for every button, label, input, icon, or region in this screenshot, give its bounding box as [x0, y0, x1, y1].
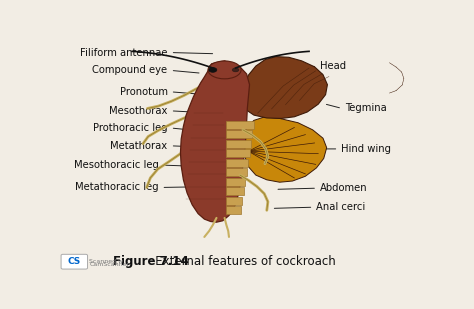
Polygon shape — [243, 117, 327, 182]
Text: Prothoracic leg: Prothoracic leg — [93, 123, 168, 133]
Polygon shape — [181, 61, 249, 222]
Text: Pronotum: Pronotum — [119, 87, 168, 97]
Text: Mesothorax: Mesothorax — [109, 106, 168, 116]
Text: Filiform antennae: Filiform antennae — [80, 48, 168, 57]
Text: Scanned w: Scanned w — [90, 259, 124, 264]
Text: Head: Head — [320, 61, 346, 71]
Polygon shape — [227, 197, 242, 205]
Polygon shape — [227, 140, 251, 148]
Polygon shape — [227, 121, 254, 129]
Polygon shape — [227, 168, 246, 176]
Text: Metathorax: Metathorax — [110, 141, 168, 151]
Polygon shape — [227, 159, 248, 167]
Polygon shape — [227, 130, 253, 138]
Text: CS: CS — [68, 257, 81, 266]
Ellipse shape — [209, 68, 217, 72]
Text: Anal cerci: Anal cerci — [316, 202, 365, 212]
Text: Abdomen: Abdomen — [320, 183, 368, 193]
Polygon shape — [227, 206, 241, 214]
Text: External features of cockroach: External features of cockroach — [144, 256, 336, 269]
Polygon shape — [227, 149, 249, 157]
Text: Figure 7.14: Figure 7.14 — [112, 256, 188, 269]
Text: Tegmina: Tegmina — [345, 104, 387, 113]
Polygon shape — [227, 188, 244, 195]
FancyBboxPatch shape — [61, 254, 88, 269]
Text: CamScanner: CamScanner — [90, 261, 129, 267]
Polygon shape — [227, 178, 245, 186]
Text: Compound eye: Compound eye — [92, 66, 168, 75]
Ellipse shape — [232, 68, 239, 72]
Ellipse shape — [208, 61, 241, 79]
Polygon shape — [239, 57, 328, 118]
Text: Hind wing: Hind wing — [341, 144, 392, 154]
Text: Metathoracic leg: Metathoracic leg — [75, 182, 158, 193]
Text: Mesothoracic leg: Mesothoracic leg — [73, 160, 158, 170]
